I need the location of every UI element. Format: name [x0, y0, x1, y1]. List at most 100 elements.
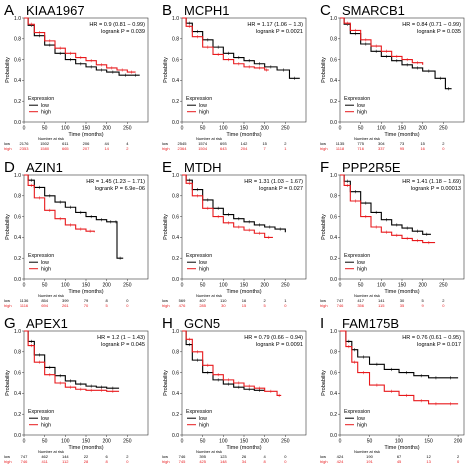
- risk-count: 747: [21, 454, 28, 459]
- survival-curve-high: [24, 174, 95, 233]
- x-tick-label: 0: [23, 126, 26, 132]
- legend-label-high: high: [41, 267, 51, 273]
- risk-row-name: high: [162, 459, 170, 464]
- risk-count: 0: [284, 303, 287, 308]
- x-tick-label: 100: [61, 439, 70, 445]
- y-tick-label: 0.8: [330, 194, 337, 200]
- risk-count: 1135: [336, 141, 345, 146]
- plot-frame: [23, 330, 149, 436]
- risk-count: 34: [242, 459, 247, 464]
- hazard-ratio-text: HR = 1.2 (1 − 1.43): [97, 335, 145, 341]
- risk-count: 2: [126, 146, 129, 151]
- x-tick-label: 50: [367, 439, 373, 445]
- y-axis-label: Probability: [321, 214, 327, 240]
- x-tick-label: 250: [281, 439, 290, 445]
- risk-count: 285: [199, 303, 206, 308]
- y-tick-label: 0.8: [172, 37, 179, 43]
- y-tick-label: 0.6: [14, 57, 21, 63]
- risk-row-name: high: [4, 146, 12, 151]
- legend-title: Expression: [186, 409, 212, 415]
- risk-count: 142: [241, 141, 248, 146]
- risk-table-header: Number at risk: [196, 136, 222, 141]
- risk-row-name: low: [4, 298, 10, 303]
- hazard-ratio-text: HR = 1.41 (1.18 − 1.69): [402, 179, 461, 185]
- y-tick-label: 0.0: [330, 433, 337, 439]
- x-tick-label: 100: [377, 283, 386, 289]
- y-tick-label: 0.8: [14, 350, 21, 356]
- risk-row-name: low: [162, 454, 168, 459]
- risk-count: 399: [62, 298, 69, 303]
- risk-count: 2353: [20, 146, 30, 151]
- risk-count: 16: [420, 146, 425, 151]
- risk-count: 9: [422, 303, 425, 308]
- risk-count: 30: [221, 303, 226, 308]
- gene-title: PPP2R5E: [342, 160, 401, 175]
- hazard-ratio-text: HR = 1.31 (1.03 − 1.67): [244, 179, 303, 185]
- risk-count: 4: [126, 141, 129, 146]
- risk-count: 148: [220, 459, 227, 464]
- hazard-ratio-text: HR = 1.17 (1.06 − 1.3): [247, 22, 303, 28]
- panel-letter: F: [320, 159, 329, 176]
- risk-count: 79: [84, 298, 89, 303]
- x-axis-label: Time (months): [384, 289, 419, 295]
- y-tick-label: 0.6: [330, 214, 337, 220]
- risk-table-header: Number at risk: [196, 449, 222, 454]
- y-axis-label: Probability: [321, 57, 327, 83]
- y-axis-label: Probability: [321, 370, 327, 396]
- risk-count: 395: [199, 454, 206, 459]
- y-tick-label: 1.0: [172, 16, 179, 22]
- legend-label-low: low: [41, 416, 49, 422]
- risk-count: 0: [442, 303, 445, 308]
- risk-count: 1502: [40, 141, 50, 146]
- risk-row-name: high: [320, 146, 328, 151]
- x-tick-label: 50: [200, 283, 206, 289]
- survival-curve-low: [24, 330, 120, 389]
- risk-count: 261: [62, 303, 69, 308]
- risk-count: 2: [284, 141, 287, 146]
- legend-label-low: low: [357, 260, 365, 266]
- risk-count: 35: [400, 303, 405, 308]
- x-tick-label: 150: [82, 439, 91, 445]
- risk-count: 28: [84, 459, 89, 464]
- legend-label-high: high: [199, 267, 209, 273]
- risk-row-name: high: [4, 303, 12, 308]
- x-tick-label: 250: [123, 126, 132, 132]
- y-axis-label: Probability: [5, 214, 11, 240]
- legend-label-low: low: [41, 103, 49, 109]
- y-tick-label: 0.6: [330, 57, 337, 63]
- survival-curve-high: [24, 330, 120, 392]
- survival-curve-high: [182, 174, 273, 238]
- hazard-ratio-text: HR = 0.84 (0.71 − 0.99): [402, 22, 461, 28]
- y-tick-label: 0.0: [172, 120, 179, 126]
- risk-table-header: Number at risk: [196, 293, 222, 298]
- risk-count: 643: [220, 146, 227, 151]
- risk-table-header: Number at risk: [38, 449, 64, 454]
- risk-count: 746: [337, 303, 344, 308]
- x-axis-label: Time (months): [68, 132, 103, 138]
- panel-letter: C: [320, 2, 331, 19]
- legend-title: Expression: [186, 96, 212, 102]
- y-tick-label: 0.4: [14, 235, 21, 241]
- risk-count: 746: [179, 454, 186, 459]
- x-tick-label: 200: [260, 126, 269, 132]
- risk-count: 207: [83, 146, 90, 151]
- risk-row-name: low: [4, 454, 10, 459]
- survival-curve-low: [340, 330, 459, 379]
- legend-label-high: high: [357, 110, 367, 116]
- y-tick-label: 0.4: [14, 391, 21, 397]
- risk-count: 462: [41, 454, 48, 459]
- x-tick-label: 50: [42, 439, 48, 445]
- risk-count: 411: [41, 459, 48, 464]
- km-panel-b: B MCPH1 0.0 0.2 0.4 0.6 0.8 1.0 0 50 100 150 200 250 T…: [158, 0, 314, 156]
- x-tick-label: 250: [123, 283, 132, 289]
- hazard-ratio-text: HR = 1.45 (1.23 − 1.71): [86, 179, 145, 185]
- km-panel-g: G APEX1 0.0 0.2 0.4 0.6 0.8 1.0 0 50 100 150 200 250 T…: [0, 313, 156, 469]
- logrank-p-text: logrank P = 0.0091: [256, 342, 303, 348]
- y-tick-label: 0.2: [172, 99, 179, 105]
- y-tick-label: 0.2: [14, 412, 21, 418]
- x-tick-label: 150: [398, 283, 407, 289]
- km-panel-i: I FAM175B 0.0 0.2 0.4 0.6 0.8 1.0 0 50 100 150 200 Ti…: [316, 313, 472, 469]
- risk-table-header: Number at risk: [354, 136, 380, 141]
